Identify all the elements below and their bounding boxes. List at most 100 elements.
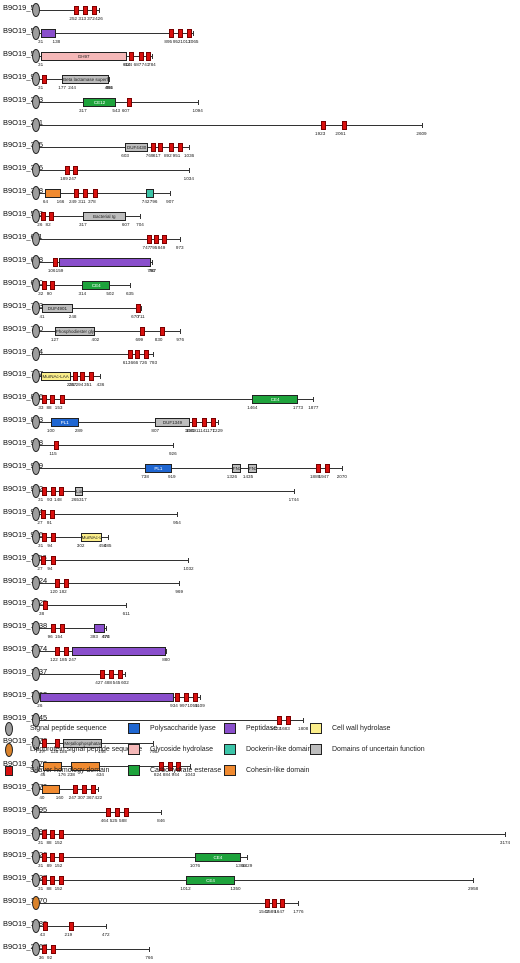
protein-row: B9O19_1883 43 219 472 bbox=[0, 918, 520, 940]
protein-name: B9O19_1156 bbox=[3, 552, 47, 562]
domain-carbohydrate-esterase: CE12 bbox=[82, 97, 117, 107]
protein-name: B9O19_916 bbox=[3, 529, 44, 539]
position-label: 796 bbox=[149, 199, 158, 205]
slh-domain bbox=[150, 143, 156, 153]
slh-domain bbox=[140, 326, 146, 336]
protein-end-tick bbox=[303, 717, 305, 723]
protein-backbone bbox=[36, 468, 342, 469]
signal-peptide bbox=[32, 735, 40, 750]
protein-end-tick bbox=[172, 443, 174, 449]
position-label: 472 bbox=[101, 932, 110, 937]
protein-row: B9O19_611 747 795 849 973 bbox=[0, 231, 520, 253]
protein-backbone bbox=[36, 513, 177, 515]
position-label: 1177 bbox=[204, 428, 215, 434]
position-label: 219 bbox=[64, 932, 73, 937]
legend-gh-swatch bbox=[128, 744, 140, 755]
protein-backbone bbox=[36, 582, 180, 584]
position-label: 1043 bbox=[184, 771, 196, 777]
slh-domain bbox=[80, 372, 86, 382]
legend-gh-label: Glycoside hydrolase bbox=[150, 746, 214, 753]
slh-domain bbox=[59, 395, 65, 405]
position-label: 830 bbox=[154, 336, 163, 342]
protein-name: B9O19_611 bbox=[3, 232, 43, 241]
protein-row: B9O19_97 Beta lactamase superfamily 31 1772… bbox=[0, 71, 520, 93]
position-label: 525 bbox=[109, 817, 118, 823]
position-label: 997 bbox=[179, 703, 188, 708]
protein-name: B9O19_618 bbox=[3, 254, 44, 264]
protein-name: B9O19_543 bbox=[3, 209, 44, 219]
legend-cohesin-swatch bbox=[224, 765, 236, 776]
slh-domain bbox=[54, 578, 60, 588]
position-label: 41 bbox=[39, 313, 45, 319]
slh-domain bbox=[264, 899, 270, 909]
position-label: 248 bbox=[68, 313, 77, 319]
slh-domain bbox=[73, 189, 79, 199]
position-label: 38 bbox=[39, 611, 45, 617]
slh-domain bbox=[159, 326, 165, 336]
protein-row: B9O19_1274 122 185 247 880 bbox=[0, 643, 520, 665]
protein-end-tick bbox=[188, 557, 190, 563]
slh-domain bbox=[138, 51, 144, 61]
position-label: 351 bbox=[84, 382, 92, 388]
slh-domain bbox=[105, 807, 111, 817]
slh-domain bbox=[321, 120, 327, 130]
protein-name: B9O19_1579 bbox=[3, 781, 48, 791]
position-label: 244 bbox=[68, 84, 76, 90]
protein-row: B9O19_1225 38 611 bbox=[0, 597, 520, 619]
slh-domain bbox=[82, 189, 88, 199]
signal-peptide bbox=[32, 300, 40, 315]
slh-domain bbox=[41, 74, 47, 84]
domain-uncertain: Metallophosphatase superfamily bbox=[63, 738, 102, 748]
slh-domain bbox=[201, 418, 207, 428]
slh-domain bbox=[176, 761, 182, 771]
protein-backbone bbox=[36, 811, 161, 813]
protein-backbone bbox=[36, 422, 218, 424]
slh-domain bbox=[64, 166, 70, 176]
protein-backbone bbox=[36, 605, 127, 607]
position-label: 849 bbox=[157, 245, 166, 250]
signal-peptide bbox=[32, 850, 40, 865]
signal-peptide bbox=[32, 254, 40, 269]
position-label: 372 bbox=[87, 16, 95, 21]
signal-peptide bbox=[32, 209, 40, 224]
position-label: 40 bbox=[39, 794, 45, 800]
protein-row: B9O19_1627 CE4 31 88 152 1012 1350 2958 bbox=[0, 872, 520, 894]
slh-domain bbox=[50, 853, 56, 863]
position-label: 807 bbox=[151, 428, 160, 434]
protein-row: B9O19_52 31 138 895 952 1012 1065 bbox=[0, 25, 520, 47]
position-label: 31 bbox=[38, 84, 44, 90]
protein-end-tick bbox=[153, 740, 155, 746]
position-label: 666 bbox=[130, 359, 139, 365]
position-label: 795 bbox=[149, 245, 158, 250]
position-label: 307 bbox=[77, 794, 86, 800]
slh-domain bbox=[41, 853, 47, 863]
protein-name: B9O19_305 bbox=[3, 140, 44, 150]
slh-domain bbox=[114, 807, 120, 817]
position-label: 82 bbox=[45, 222, 51, 228]
position-label: 31 bbox=[38, 38, 44, 44]
position-label: 378 bbox=[88, 199, 96, 205]
protein-row: B9O19_826 CE4 33 88 153 1464 1773 1877 bbox=[0, 391, 520, 413]
position-label: 738 bbox=[141, 474, 149, 479]
position-label: 27 bbox=[37, 565, 43, 571]
position-label: 89 bbox=[46, 863, 52, 869]
position-label: 446 bbox=[98, 748, 106, 754]
signal-peptide bbox=[32, 483, 40, 498]
position-label: 3174 bbox=[499, 840, 511, 846]
position-label: 766 bbox=[145, 954, 154, 960]
slh-domain bbox=[50, 509, 56, 519]
protein-row: B9O19_241 1923 2061 2609 bbox=[0, 117, 520, 139]
slh-domain bbox=[59, 624, 65, 634]
slh-domain bbox=[127, 349, 133, 359]
position-label: 1326 bbox=[226, 474, 238, 479]
position-label: 588 bbox=[119, 817, 127, 823]
position-label: 93 bbox=[47, 496, 53, 502]
protein-backbone bbox=[36, 834, 505, 836]
position-label: 32 bbox=[38, 290, 44, 296]
position-label: 31 bbox=[38, 496, 44, 502]
position-label: 100 bbox=[46, 428, 55, 434]
domain-carbohydrate-esterase: CE4 bbox=[82, 280, 111, 290]
position-label: 2958 bbox=[467, 886, 479, 892]
position-label: 951 bbox=[172, 153, 181, 159]
